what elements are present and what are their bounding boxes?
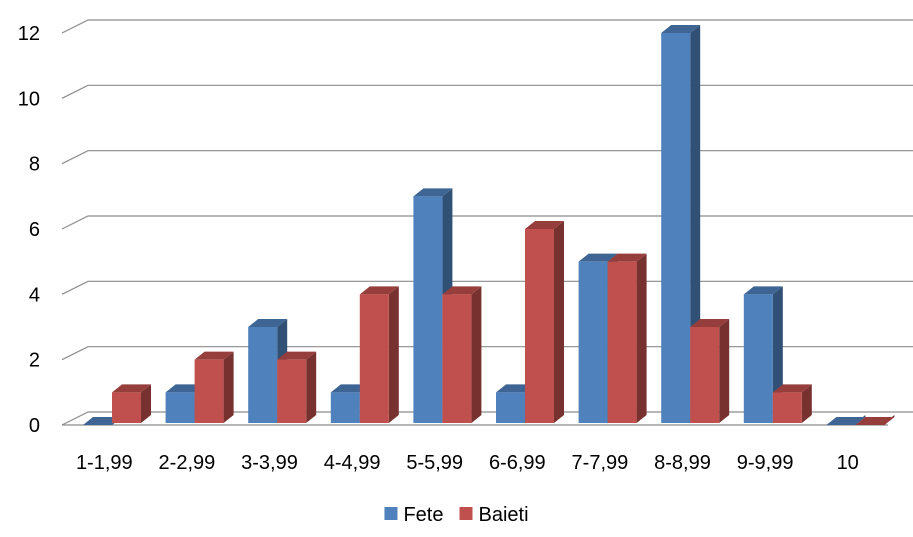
legend-item-baieti: Baieti: [459, 504, 529, 526]
x-tick-label: 5-5,99: [406, 452, 463, 474]
gridline: [61, 84, 913, 99]
bar-baieti-8: [772, 384, 812, 423]
gridline: [61, 280, 913, 295]
legend-label: Fete: [403, 504, 443, 526]
bar-baieti-3: [359, 286, 399, 423]
bar-fete-9: [826, 415, 866, 425]
bars: [83, 25, 895, 425]
gridline: [61, 19, 913, 34]
x-tick-label: 8-8,99: [654, 452, 711, 474]
legend-label: Baieti: [479, 504, 529, 526]
bar-baieti-2: [277, 351, 317, 423]
y-tick-label: 2: [29, 350, 40, 372]
x-axis-ticks: 1-1,99 2-2,99 3-3,99 4-4,99 5-5,99 6-6,99 7-7,…: [76, 452, 859, 474]
x-tick-label: 2-2,99: [159, 452, 216, 474]
x-tick-label: 6-6,99: [489, 452, 546, 474]
y-tick-label: 4: [29, 284, 40, 306]
y-tick-label: 0: [29, 415, 40, 437]
bar-baieti-4: [442, 286, 482, 423]
gridline: [61, 215, 913, 230]
legend-item-fete: Fete: [384, 504, 444, 526]
bar-baieti-7: [690, 319, 730, 423]
gridlines: [61, 19, 913, 426]
legend-swatch: [384, 507, 398, 520]
x-tick-label: 3-3,99: [241, 452, 298, 474]
bar-baieti-6: [607, 253, 647, 423]
y-tick-label: 12: [18, 23, 40, 45]
x-tick-label: 10: [837, 452, 859, 474]
bar-baieti-0: [112, 384, 151, 423]
gridline: [61, 346, 913, 361]
x-tick-label: 4-4,99: [324, 452, 381, 474]
x-tick-label: 1-1,99: [76, 452, 133, 474]
y-axis-ticks: 0 2 4 6 8 10 12: [18, 23, 40, 437]
bar-fete-8: [743, 286, 783, 423]
y-tick-label: 8: [29, 154, 40, 176]
y-tick-label: 6: [29, 219, 40, 241]
bar-baieti-5: [525, 221, 564, 423]
x-tick-label: 7-7,99: [572, 452, 629, 474]
y-tick-label: 10: [18, 88, 40, 110]
bar-baieti-1: [194, 351, 234, 423]
gridline: [61, 150, 913, 165]
x-tick-label: 9-9,99: [737, 452, 794, 474]
bar-fete-7: [661, 25, 701, 423]
bar-baieti-9: [855, 415, 895, 425]
legend-swatch: [459, 507, 473, 520]
legend: Fete Baieti: [384, 504, 529, 526]
